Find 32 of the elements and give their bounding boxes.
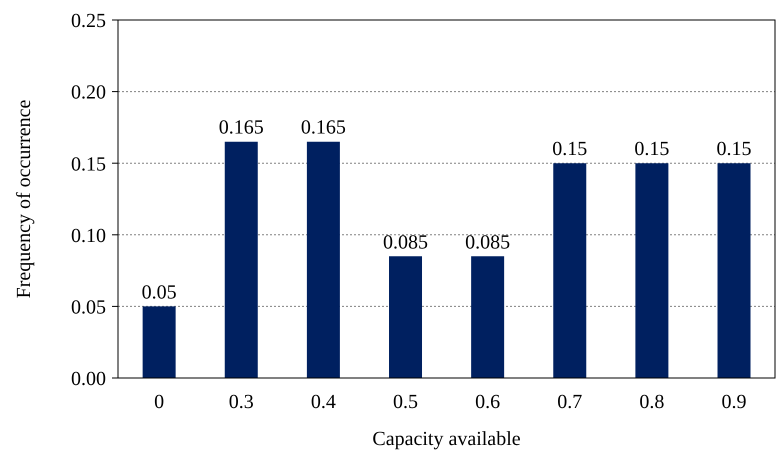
y-tick-label: 0.15 — [71, 153, 106, 176]
y-tick-label: 0.05 — [71, 296, 106, 318]
y-tick-label: 0.20 — [71, 82, 106, 104]
x-axis-title: Capacity available — [372, 428, 521, 450]
x-tick-label: 0.5 — [392, 391, 418, 414]
bar — [306, 142, 340, 378]
data-label: 0.15 — [552, 138, 588, 160]
data-label: 0.085 — [465, 231, 510, 254]
x-tick-label: 0.7 — [557, 391, 582, 414]
bar — [635, 163, 668, 378]
bar — [718, 163, 751, 378]
data-label: 0.165 — [300, 116, 346, 139]
data-label: 0.085 — [383, 231, 428, 254]
bar — [553, 163, 586, 378]
x-tick-label: 0.6 — [475, 391, 500, 414]
y-tick-label: 0.25 — [71, 10, 106, 32]
bar — [224, 142, 258, 378]
y-tick-label: 0.10 — [71, 224, 106, 247]
x-tick-label: 0.9 — [721, 391, 746, 414]
data-label: 0.165 — [218, 116, 264, 139]
data-label: 0.15 — [634, 138, 670, 160]
x-tick-label: 0.8 — [639, 391, 664, 414]
x-tick-label: 0.3 — [228, 391, 254, 414]
bar — [389, 256, 422, 378]
data-label: 0.15 — [716, 138, 752, 160]
y-tick-label: 0.00 — [71, 368, 106, 390]
x-tick-label: 0 — [154, 391, 164, 414]
data-label: 0.05 — [142, 281, 177, 304]
x-tick-label: 0.4 — [310, 391, 336, 414]
bar — [471, 256, 504, 378]
y-axis-title: Frequency of occurrence — [13, 99, 35, 298]
bar — [142, 306, 176, 378]
